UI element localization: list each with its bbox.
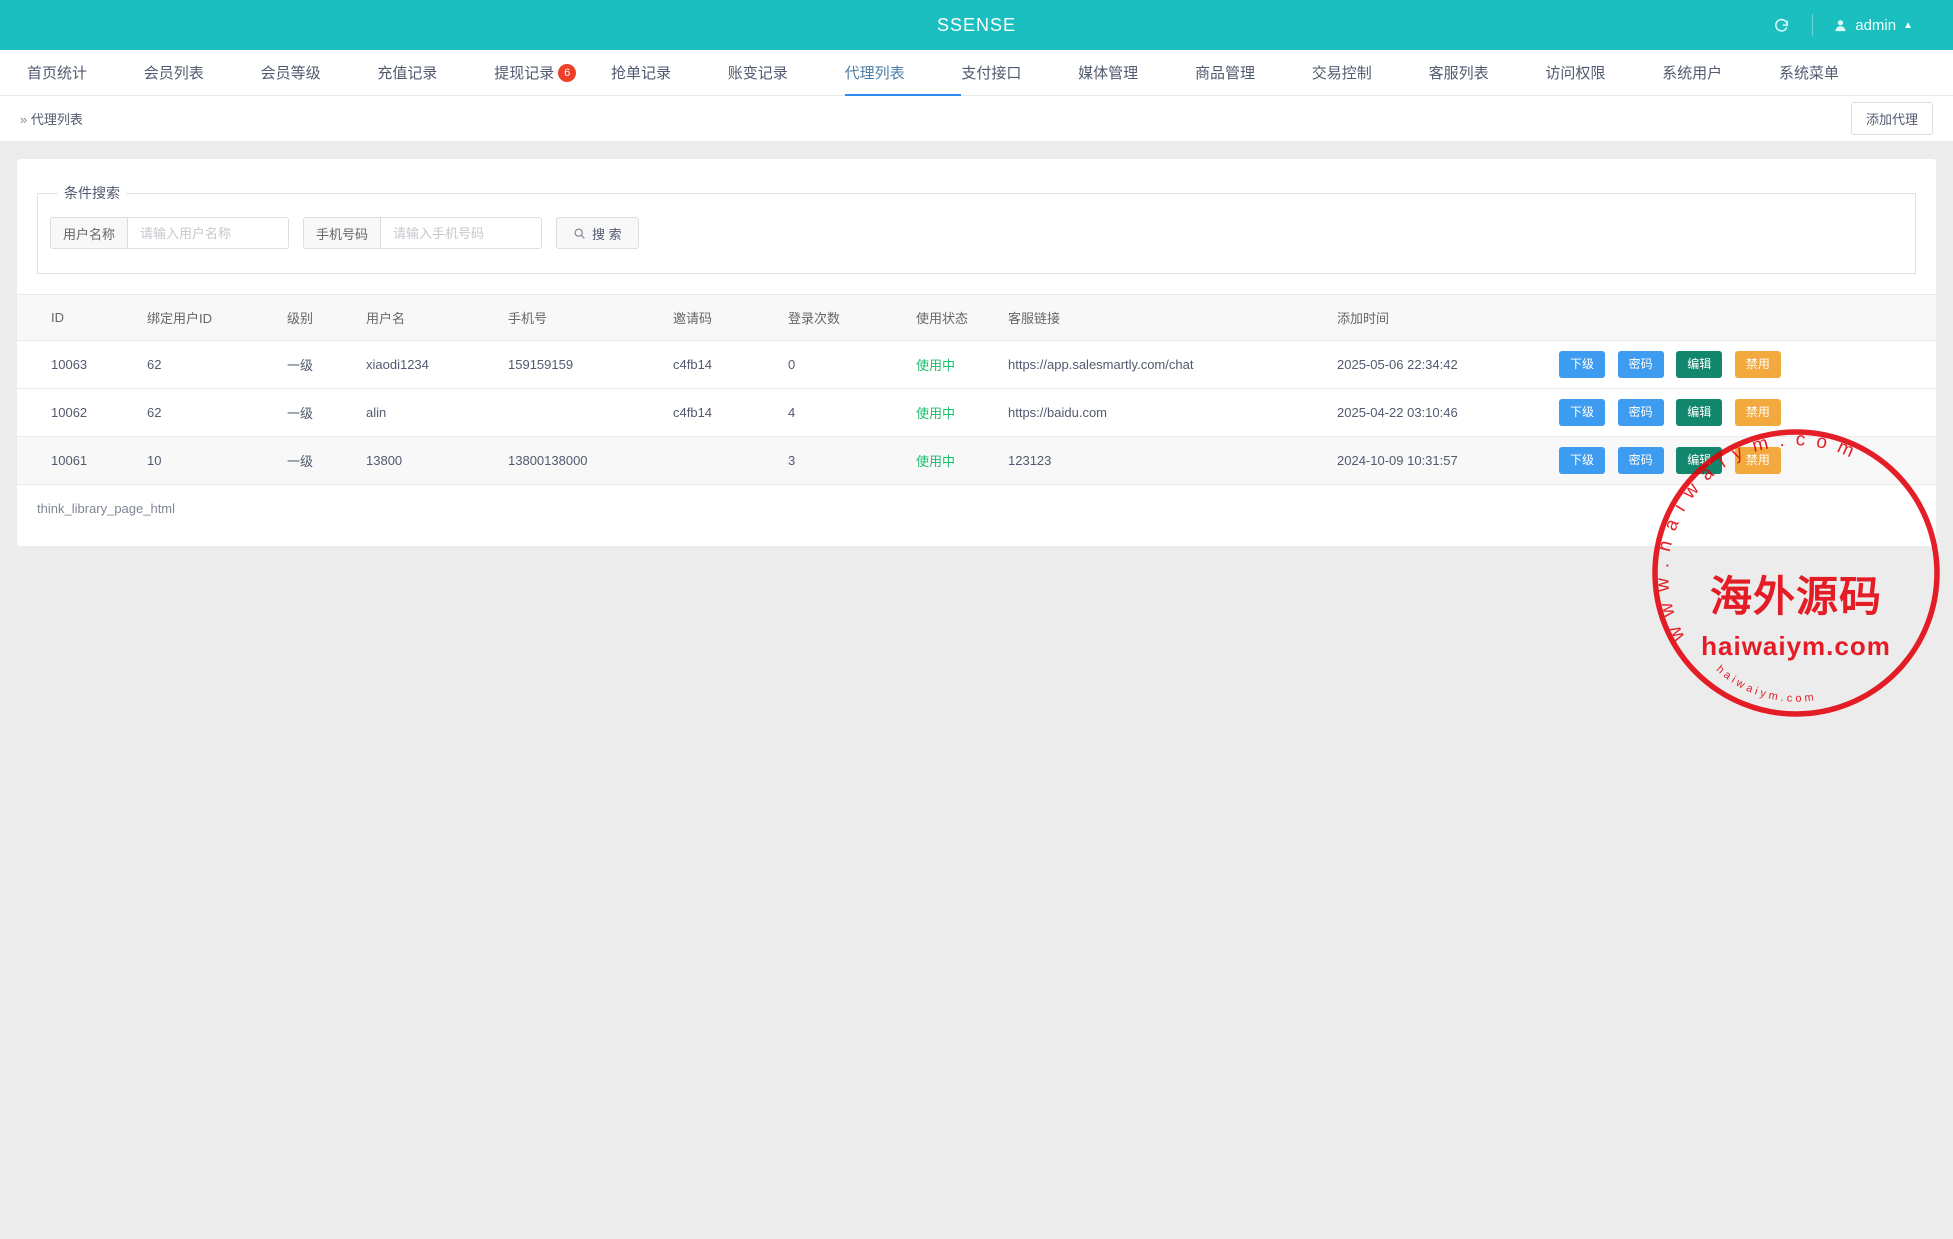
svg-text:haiwaiym.com: haiwaiym.com — [1714, 663, 1818, 705]
svg-text:haiwaiym.com: haiwaiym.com — [1701, 631, 1891, 661]
svg-text:海外源码: 海外源码 — [1710, 574, 1882, 621]
